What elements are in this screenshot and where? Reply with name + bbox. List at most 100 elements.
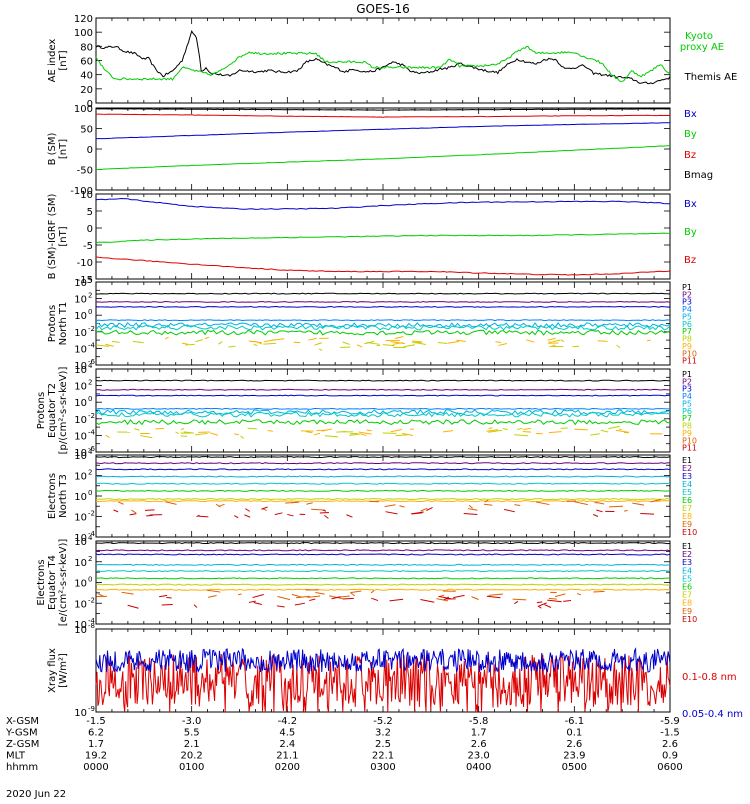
channel-segment-e9	[567, 501, 576, 502]
panel-ae-ylabel: [nT]	[58, 50, 69, 70]
channel-segment-e10	[309, 599, 315, 601]
channel-segment-p9	[616, 430, 629, 432]
channel-segment-p9	[574, 429, 588, 430]
channel-segment-p8	[336, 432, 346, 433]
channel-segment-p9	[308, 338, 316, 340]
channel-line-e6	[96, 578, 670, 579]
xaxis-value: -5.9	[660, 716, 680, 727]
xaxis-value: 1.7	[88, 739, 104, 750]
channel-line-e4	[96, 476, 670, 477]
panel-bigrf-frame	[96, 194, 670, 279]
channel-segment-p8	[608, 426, 619, 428]
channel-segment-p9	[205, 337, 209, 338]
channel-segment-e9	[489, 594, 503, 595]
y-tick-label: -5	[83, 241, 93, 252]
channel-segment-e10	[162, 604, 173, 605]
channel-segment-p8	[404, 345, 415, 347]
channel-segment-e9	[371, 590, 374, 592]
channel-line-e5	[96, 571, 670, 572]
channel-segment-p8	[383, 345, 394, 346]
channel-segment-p8	[517, 428, 522, 429]
channel-segment-p9	[271, 339, 284, 341]
channel-segment-p8	[340, 347, 350, 348]
channel-segment-e10	[234, 516, 238, 518]
panel-pequator-ylabel: Equator T2	[47, 383, 58, 438]
xaxis-row-label: hhmm	[6, 762, 38, 773]
channel-segment-e9	[238, 594, 242, 595]
channel-segment-e9	[118, 502, 123, 504]
channel-segment-p9	[548, 338, 556, 340]
y-tick-label: 80	[80, 42, 93, 53]
xaxis-value: 19.2	[85, 751, 107, 762]
channel-segment-e9	[385, 505, 396, 507]
channel-segment-p9	[647, 340, 651, 341]
xaxis-value: 0000	[83, 762, 108, 773]
y-tick-label: -10	[77, 258, 93, 269]
channel-segment-p8	[590, 434, 600, 435]
y-tick-label: 10	[74, 558, 87, 569]
channel-segment-e10	[128, 605, 139, 608]
channel-segment-e10	[385, 512, 397, 514]
channel-segment-p8	[438, 342, 447, 343]
xaxis-value: 0.9	[662, 751, 678, 762]
channel-segment-e10	[287, 514, 293, 515]
legend-e10: E10	[682, 528, 697, 537]
channel-segment-p9	[182, 343, 188, 344]
y-tick-label: 50	[80, 125, 93, 136]
y-tick-label: 10	[74, 344, 87, 355]
xaxis-row-label: Z-GSM	[6, 739, 39, 750]
panel-bsm-ylabel: B (SM)	[47, 132, 58, 165]
figure-title: GOES-16	[356, 2, 410, 16]
channel-segment-p9	[448, 341, 459, 343]
legend-p11: P11	[682, 444, 697, 453]
panel-pequator-ylabel: Protons	[36, 392, 47, 429]
channel-segment-p9	[314, 433, 320, 434]
xaxis-value: 0500	[562, 762, 587, 773]
y-tick-label-exp: -8	[88, 622, 95, 630]
panel-pnorth-ylabel: North T1	[58, 302, 69, 346]
legend-kyoto: Kyoto	[685, 31, 713, 42]
channel-segment-p8	[601, 430, 609, 432]
channel-segment-e10	[438, 596, 451, 598]
y-tick-label-exp: -9	[88, 705, 95, 713]
channel-segment-e9	[98, 594, 103, 596]
channel-segment-e10	[244, 515, 250, 517]
channel-line-e1	[96, 543, 670, 544]
channel-segment-e10	[537, 602, 542, 603]
xaxis-row-label: X-GSM	[6, 716, 39, 727]
xaxis-value: 0600	[657, 762, 682, 773]
panel-bigrf-ylabel: [nT]	[58, 226, 69, 246]
channel-segment-e10	[198, 516, 208, 517]
figure-date: 2020 Jun 22	[6, 789, 66, 800]
channel-segment-e9	[632, 503, 644, 505]
panel-xray-ylabel: Xray flux	[47, 648, 58, 693]
y-tick-label: 20	[80, 85, 93, 96]
xaxis-value: -3.0	[182, 716, 202, 727]
channel-segment-e9	[624, 510, 627, 511]
channel-line-p4	[96, 320, 670, 321]
channel-line-e7	[96, 584, 670, 585]
channel-segment-e9	[609, 506, 623, 507]
panel-enorth-ylabel: North T3	[58, 474, 69, 518]
channel-segment-e10	[324, 515, 328, 518]
panel-ae-ylabel: AE index	[47, 39, 58, 83]
y-tick-label-exp: 2	[88, 379, 92, 387]
channel-segment-p9	[395, 337, 403, 339]
channel-segment-e9	[122, 592, 134, 594]
channel-line-e2	[96, 463, 670, 464]
xaxis-value: 0.1	[566, 728, 582, 739]
channel-line-p2	[96, 302, 670, 303]
y-tick-label: 10	[74, 537, 87, 548]
channel-segment-p8	[306, 432, 313, 433]
y-tick-label: 10	[74, 278, 87, 289]
channel-line-p7	[96, 420, 670, 425]
channel-segment-p8	[366, 342, 379, 344]
xaxis-value: 2.4	[279, 739, 295, 750]
y-tick-label: 10	[80, 190, 93, 201]
channel-segment-p9	[489, 428, 493, 429]
